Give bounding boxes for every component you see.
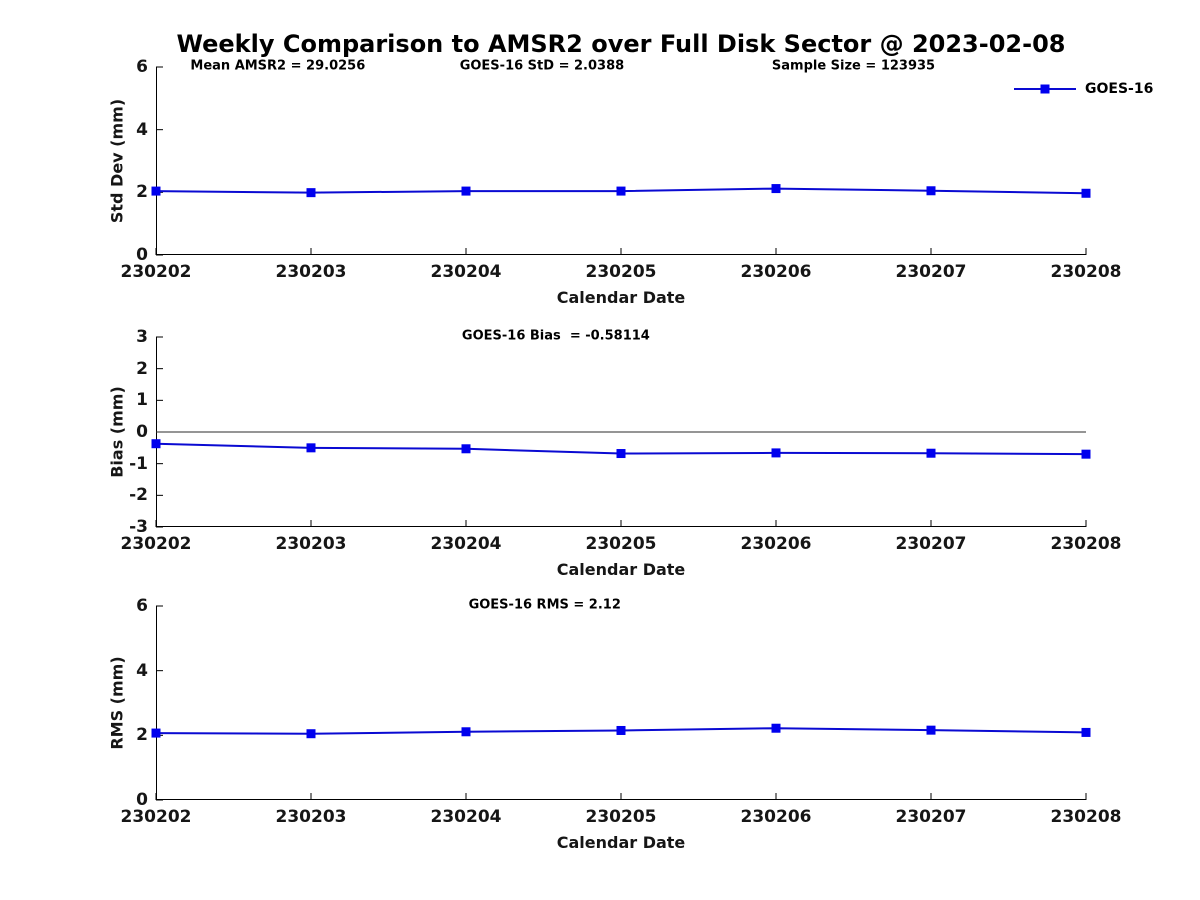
x-tick-label: 230208 (1050, 534, 1122, 554)
x-tick-label: 230207 (895, 807, 967, 827)
y-tick-label: 6 (136, 57, 148, 77)
y-tick-label: -3 (129, 517, 148, 537)
data-point-marker (306, 188, 316, 198)
y-tick-label: 0 (136, 790, 148, 810)
x-tick-label: 230202 (120, 534, 192, 554)
x-tick-label: 230204 (430, 262, 502, 282)
annotation-text: GOES-16 StD = 2.0388 (459, 58, 625, 74)
legend: GOES-16 (1014, 81, 1153, 97)
x-tick-label: 230204 (430, 534, 502, 554)
subplot-rms (151, 605, 1091, 801)
x-tick-label: 230203 (275, 534, 347, 554)
data-point-marker (151, 186, 161, 196)
x-tick-label: 230202 (120, 262, 192, 282)
axis-ylabel-bias: Bias (mm) (107, 386, 127, 478)
y-tick-label: 3 (136, 327, 148, 347)
data-point-marker (461, 444, 471, 454)
data-point-marker (926, 448, 936, 458)
legend-line-sample (1014, 84, 1076, 94)
x-tick-label: 230207 (895, 534, 967, 554)
axis-xlabel: Calendar Date (556, 833, 686, 852)
data-point-marker (1081, 188, 1091, 198)
y-tick-label: 2 (136, 358, 148, 379)
axis-ylabel-std-dev: Std Dev (mm) (107, 98, 127, 224)
x-tick-label: 230202 (120, 807, 192, 827)
x-tick-label: 230205 (585, 534, 657, 554)
data-point-marker (1081, 449, 1091, 459)
annotation-text: Sample Size = 123935 (771, 58, 936, 74)
data-point-marker (616, 725, 626, 735)
x-tick-label: 230208 (1050, 262, 1122, 282)
axis-ylabel-rms: RMS (mm) (107, 656, 127, 750)
data-point-marker (1081, 727, 1091, 737)
data-point-marker (926, 725, 936, 735)
data-point-marker (771, 448, 781, 458)
x-tick-label: 230205 (585, 262, 657, 282)
data-point-marker (151, 439, 161, 449)
data-point-marker (306, 729, 316, 739)
x-tick-label: 230204 (430, 807, 502, 827)
data-point-marker (461, 727, 471, 737)
data-point-marker (926, 186, 936, 196)
x-tick-label: 230208 (1050, 807, 1122, 827)
y-tick-label: 0 (136, 422, 148, 442)
y-tick-label: 0 (136, 245, 148, 265)
y-tick-label: 6 (136, 596, 148, 616)
annotation-text: GOES-16 Bias = -0.58114 (461, 328, 650, 344)
x-tick-label: 230205 (585, 807, 657, 827)
data-point-marker (461, 186, 471, 196)
x-tick-label: 230207 (895, 262, 967, 282)
data-point-marker (616, 449, 626, 459)
data-point-marker (616, 186, 626, 196)
y-tick-label: 1 (136, 390, 148, 411)
data-point-marker (151, 728, 161, 738)
legend-label: GOES-16 (1085, 81, 1154, 97)
x-tick-label: 230203 (275, 807, 347, 827)
y-tick-label: 2 (136, 182, 148, 203)
data-point-marker (306, 443, 316, 453)
y-tick-label: 4 (136, 660, 148, 681)
y-tick-label: -2 (129, 485, 148, 506)
subplot-std-dev (151, 66, 1091, 256)
x-tick-label: 230206 (740, 534, 812, 554)
annotation-text: GOES-16 RMS = 2.12 (468, 597, 621, 613)
subplot-bias (151, 336, 1091, 528)
figure-title: Weekly Comparison to AMSR2 over Full Dis… (176, 30, 1066, 58)
x-tick-label: 230203 (275, 262, 347, 282)
x-tick-label: 230206 (740, 807, 812, 827)
x-tick-label: 230206 (740, 262, 812, 282)
y-tick-label: 2 (136, 725, 148, 746)
y-tick-label: -1 (129, 453, 148, 474)
annotation-text: Mean AMSR2 = 29.0256 (190, 58, 366, 74)
axis-xlabel: Calendar Date (556, 288, 686, 307)
data-point-marker (771, 723, 781, 733)
axis-xlabel: Calendar Date (556, 560, 686, 579)
data-point-marker (771, 184, 781, 194)
y-tick-label: 4 (136, 119, 148, 140)
